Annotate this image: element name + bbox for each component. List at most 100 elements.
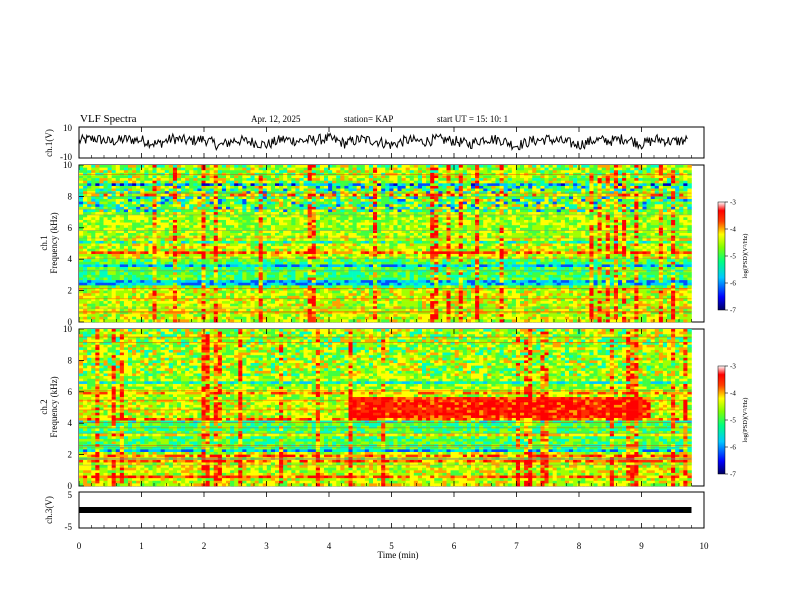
spectrogram-cell [373, 248, 378, 252]
spectrogram-cell [307, 308, 313, 312]
spectrogram-cell [340, 282, 345, 286]
spectrogram-cell [119, 206, 125, 210]
spectrogram-cell [262, 212, 268, 216]
spectrogram-cell [185, 293, 190, 297]
spectrogram-cell [287, 272, 292, 276]
spectrogram-cell [307, 259, 313, 263]
spectrogram-cell [401, 188, 406, 192]
spectrogram-cell [217, 306, 223, 310]
spectrogram-cell [319, 230, 325, 234]
spectrogram-cell [401, 206, 406, 210]
spectrogram-cell [315, 293, 321, 297]
spectrogram-cell [393, 188, 398, 192]
spectrogram-cell [177, 259, 182, 263]
spectrogram-cell [360, 280, 366, 284]
spectrogram-cell [128, 212, 133, 216]
spectrogram-cell [221, 240, 227, 244]
spectrogram-cell [275, 253, 280, 257]
spectrogram-cell [189, 285, 194, 289]
spectrogram-cell [336, 259, 341, 263]
spectrogram-cell [99, 308, 104, 312]
spectrogram-cell [164, 188, 170, 192]
spectrogram-cell [283, 298, 288, 302]
spectrogram-cell [91, 287, 96, 291]
spectrogram-cell [242, 167, 247, 171]
spectrogram-cell [254, 217, 259, 221]
spectrogram-cell [381, 264, 386, 268]
spectrogram-cell [299, 256, 304, 260]
spectrogram-cell [405, 308, 411, 312]
spectrogram-cell [328, 293, 333, 297]
spectrogram-cell [332, 246, 337, 250]
spectrogram-cell [152, 225, 157, 229]
spectrogram-cell [172, 264, 178, 268]
spectrogram-cell [164, 191, 170, 195]
spectrogram-cell [348, 175, 353, 179]
spectrogram-cell [189, 240, 194, 244]
spectrogram-cell [95, 217, 100, 221]
spectrogram-cell [189, 251, 194, 255]
spectrogram-cell [242, 233, 247, 236]
spectrogram-cell [291, 251, 296, 255]
spectrogram-cell [172, 219, 178, 223]
spectrogram-cell [258, 308, 264, 312]
spectrogram-cell [393, 165, 398, 168]
spectrogram-cell [393, 261, 398, 265]
spectrogram-cell [315, 199, 321, 202]
spectrogram-cell [364, 272, 370, 276]
spectrogram-cell [328, 272, 333, 276]
spectrogram-cell [230, 227, 235, 231]
spectrogram-cell [364, 196, 370, 200]
spectrogram-cell [360, 293, 366, 297]
spectrogram-cell [258, 191, 264, 195]
spectrogram-cell [103, 238, 108, 242]
spectrogram-cell [315, 253, 321, 257]
spectrogram-cell [111, 191, 117, 195]
spectrogram-cell [287, 180, 292, 184]
spectrogram-cell [287, 264, 292, 268]
spectrogram-cell [189, 196, 194, 200]
spectrogram-cell [307, 185, 313, 189]
spectrogram-cell [144, 206, 149, 210]
spectrogram-cell [221, 188, 227, 192]
spectrogram-cell [103, 314, 108, 318]
spectrogram-cell [279, 280, 284, 284]
spectrogram-cell [87, 259, 92, 263]
spectrogram-cell [91, 282, 96, 286]
spectrogram-cell [242, 256, 247, 260]
spectrogram-cell [381, 248, 386, 252]
spectrogram-cell [283, 295, 288, 299]
spectrogram-cell [128, 261, 133, 265]
spectrogram-cell [181, 261, 186, 265]
spectrogram-cell [221, 261, 227, 265]
spectrogram-cell [230, 191, 235, 195]
spectrogram-cell [344, 178, 349, 181]
spectrogram-cell [103, 233, 108, 236]
spectrogram-cell [152, 282, 157, 286]
spectrogram-cell [156, 212, 161, 216]
spectrogram-cell [164, 264, 170, 268]
spectrogram-cell [136, 180, 141, 184]
spectrogram-cell [238, 301, 243, 304]
spectrogram-cell [303, 183, 308, 187]
spectrogram-cell [262, 233, 268, 236]
spectrogram-cell [360, 274, 366, 278]
spectrogram-cell [266, 201, 272, 205]
spectrogram-cell [397, 303, 402, 307]
spectrogram-cell [152, 214, 157, 218]
spectrogram-cell [185, 264, 190, 268]
spectrogram-cell [409, 233, 415, 236]
spectrogram-cell [291, 209, 296, 213]
spectrogram-cell [91, 185, 96, 189]
spectrogram-cell [217, 287, 223, 291]
spectrogram-cell [197, 261, 202, 265]
spectrogram-cell [128, 282, 133, 286]
spectrogram-cell [275, 274, 280, 278]
spectrogram-cell [332, 303, 337, 307]
spectrogram-cell [315, 217, 321, 221]
spectrogram-cell [221, 285, 227, 289]
spectrogram-cell [291, 167, 296, 171]
spectrogram-cell [315, 165, 321, 168]
spectrogram-cell [287, 301, 292, 304]
spectrogram-cell [132, 277, 137, 281]
